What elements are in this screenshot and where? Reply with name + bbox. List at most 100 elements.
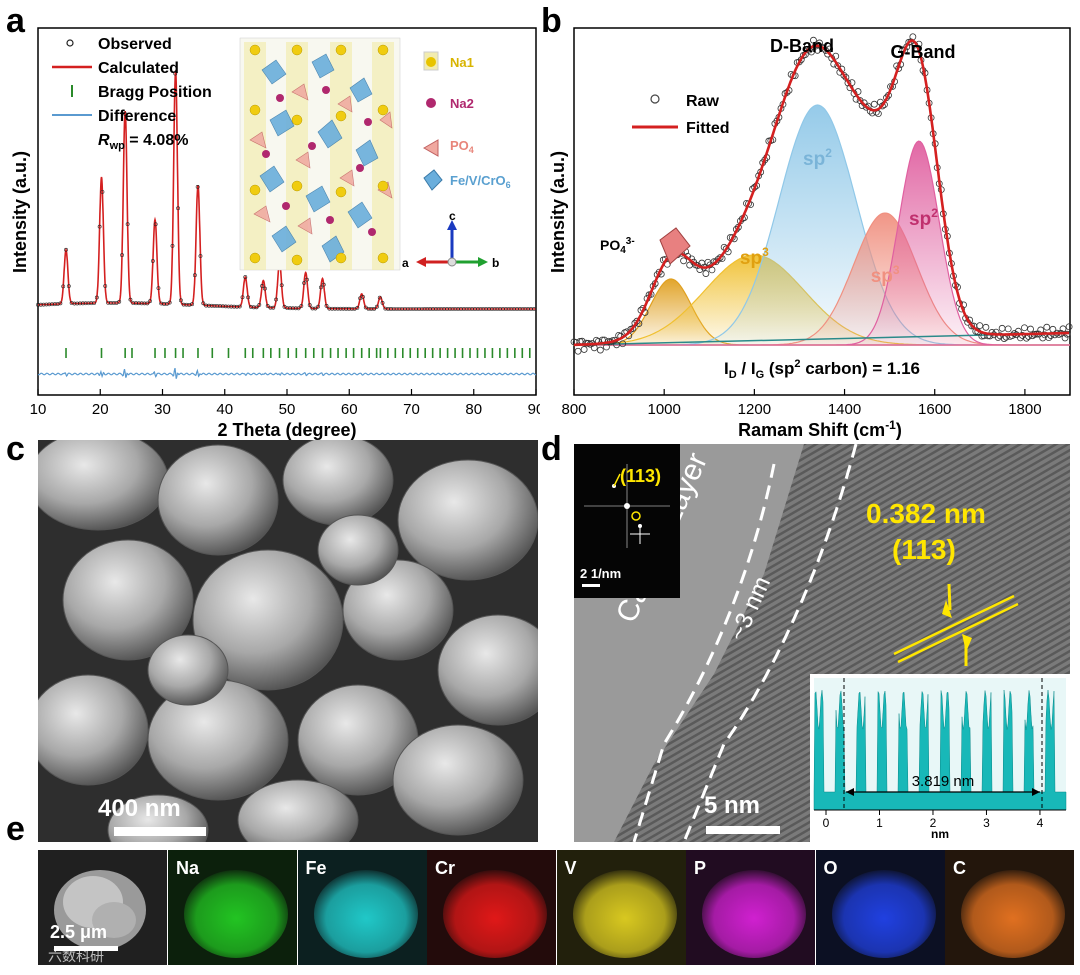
xrd-observed-point <box>243 275 248 279</box>
raman-raw-point <box>834 62 842 70</box>
xrd-observed-point <box>293 306 298 311</box>
raman-raw-point <box>874 110 882 118</box>
xrd-x-title: 2 Theta (degree) <box>217 420 356 440</box>
raman-tick-label: 800 <box>561 401 586 418</box>
eds-map-c: C <box>945 850 1074 965</box>
legend-raw: Raw <box>686 93 719 110</box>
xrd-observed-point <box>425 307 430 311</box>
xrd-observed-point <box>442 307 447 311</box>
eds-map-label: O <box>823 858 838 878</box>
xrd-observed-point <box>89 301 94 306</box>
xrd-observed-point <box>173 71 178 76</box>
xrd-observed-point <box>139 301 144 306</box>
rwp-label: Rwp = 4.08% <box>98 132 188 152</box>
eds-map-label: C <box>953 858 966 878</box>
raman-tick-label: 1000 <box>647 401 680 418</box>
xrd-observed-point <box>495 307 500 311</box>
raman-raw-point <box>998 324 1006 332</box>
xrd-observed-point <box>520 307 525 311</box>
raman-raw-point <box>968 322 976 330</box>
xrd-observed-point <box>397 307 402 311</box>
xrd-observed-point <box>206 303 211 308</box>
profile-tick-label: 1 <box>876 816 883 830</box>
legend-calculated: Calculated <box>98 60 179 77</box>
raman-y-title: Intensity (a.u.) <box>548 151 568 273</box>
xrd-observed-point <box>450 307 455 311</box>
eds-map-texture <box>297 850 427 965</box>
eds-map-texture <box>168 850 297 965</box>
g-band-label: G-Band <box>891 42 956 62</box>
raman-raw-point <box>814 46 821 54</box>
xrd-observed-point <box>44 302 49 307</box>
xrd-observed-point <box>335 306 340 311</box>
d-spacing-label: 0.382 nm <box>866 498 986 529</box>
eds-map-v: V <box>556 850 686 965</box>
xrd-observed-point <box>489 307 494 311</box>
xrd-calculated-group <box>38 70 536 310</box>
raman-raw-point <box>1004 325 1012 333</box>
xrd-observed-point <box>232 304 236 309</box>
xrd-observed-point <box>333 306 337 311</box>
xrd-observed-point <box>248 305 253 309</box>
xrd-observed-point <box>408 307 413 311</box>
xrd-observed-point <box>330 306 335 311</box>
xrd-observed-point <box>456 307 461 311</box>
xrd-observed-point <box>467 307 472 311</box>
xrd-observed-point <box>190 302 194 307</box>
xrd-observed-point <box>271 305 276 310</box>
xrd-observed-point <box>484 307 489 311</box>
raman-raw-point <box>879 102 886 110</box>
xrd-observed-point <box>80 301 85 306</box>
xrd-observed-point <box>366 306 371 311</box>
panel-label-b: b <box>541 2 562 40</box>
xrd-observed-point <box>263 286 267 291</box>
xrd-observed-point <box>218 304 222 309</box>
xrd-tick-label: 60 <box>341 401 358 418</box>
eds-map-o: O <box>815 850 945 965</box>
xrd-observed-point <box>274 297 279 302</box>
profile-tick-label: 2 <box>930 816 937 830</box>
xrd-observed-point <box>66 284 71 289</box>
xrd-observed-point <box>229 304 234 309</box>
xrd-observed-point <box>212 304 217 308</box>
raman-raw-point <box>988 329 996 336</box>
xrd-observed-point <box>86 301 91 306</box>
xrd-observed-point <box>153 222 158 227</box>
xrd-tick-label: 10 <box>30 401 47 418</box>
raman-band-4 <box>574 140 1070 346</box>
raman-raw-point <box>909 33 917 41</box>
xrd-observed-point <box>422 307 427 311</box>
profile-ticks: 0 1 2 3 4 <box>823 810 1044 830</box>
xrd-observed-point <box>487 307 491 311</box>
xrd-observed-point <box>478 307 483 311</box>
xrd-observed-point <box>414 307 419 311</box>
xrd-observed-point <box>170 243 175 248</box>
xrd-observed-point <box>405 307 410 311</box>
xrd-observed-point <box>447 307 452 311</box>
xrd-observed-point <box>108 301 113 305</box>
raman-raw-point <box>826 45 834 53</box>
profile-tick-label: 3 <box>983 816 990 830</box>
sem-texture <box>38 440 538 842</box>
xrd-observed-point <box>64 247 68 252</box>
xrd-observed-point <box>380 300 385 305</box>
xrd-observed-point <box>52 302 57 307</box>
raman-x-ticks: 800 1000 1200 1400 1600 1800 <box>561 389 1042 418</box>
legend-bragg: Bragg Position <box>98 84 212 101</box>
legend-difference: Difference <box>98 108 176 125</box>
hrtem-scale-bar <box>706 826 780 834</box>
profile-x-title: nm <box>931 827 949 841</box>
xrd-observed-point <box>307 303 312 307</box>
xrd-observed-point <box>375 304 379 309</box>
raman-band-labels: sp3 sp2 sp3 sp2 <box>740 146 938 287</box>
xrd-observed-point <box>299 304 304 308</box>
xrd-observed-point <box>475 307 480 311</box>
xrd-observed-point <box>355 305 360 310</box>
xrd-observed-point <box>195 184 200 189</box>
xrd-observed-point <box>459 307 463 311</box>
xrd-observed-point <box>501 307 505 311</box>
xrd-observed-point <box>411 307 416 311</box>
xrd-y-title: Intensity (a.u.) <box>10 151 30 273</box>
raman-chart: 800 1000 1200 1400 1600 1800 Ramam Shift (cm-… <box>548 27 1073 440</box>
raman-raw-point <box>982 323 990 331</box>
